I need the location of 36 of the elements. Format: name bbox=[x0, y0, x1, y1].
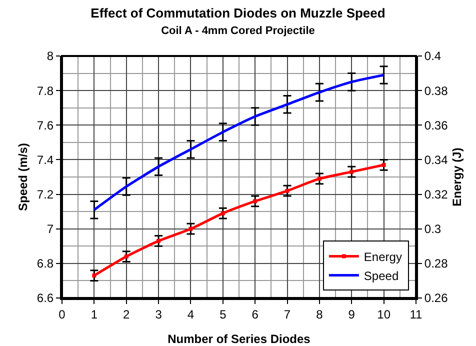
x-tick-label: 8 bbox=[316, 307, 324, 322]
y2-tick-label: 0.32 bbox=[424, 187, 448, 202]
y2-tick-label: 0.28 bbox=[424, 256, 448, 271]
y-axis-title: Speed (m/s) bbox=[16, 142, 30, 212]
x-axis-title: Number of Series Diodes bbox=[168, 332, 311, 346]
chart-subtitle: Coil A - 4mm Cored Projectile bbox=[161, 25, 315, 38]
x-tick-label: 6 bbox=[252, 307, 259, 322]
chart-title: Effect of Commutation Diodes on Muzzle Speed bbox=[90, 5, 386, 20]
y-tick-label: 7 bbox=[46, 222, 54, 236]
x-tick-label: 0 bbox=[58, 307, 66, 322]
y-tick-label: 6.8 bbox=[36, 256, 54, 271]
y-tick-label: 7.6 bbox=[36, 118, 54, 132]
x-tick-label: 11 bbox=[410, 307, 423, 322]
x-tick-label: 3 bbox=[155, 307, 162, 322]
legend-label: Speed bbox=[364, 268, 399, 283]
y-tick-label: 6.6 bbox=[36, 291, 54, 306]
line-series bbox=[92, 74, 386, 212]
y-tick-label: 7.4 bbox=[36, 152, 54, 167]
x-tick-label: 1 bbox=[90, 307, 98, 322]
x-tick-label: 9 bbox=[348, 307, 356, 322]
x-tick-label: 7 bbox=[284, 307, 291, 322]
y-tick-label: 7.8 bbox=[36, 84, 54, 98]
y-tick-label: 7.2 bbox=[36, 187, 54, 202]
y2-axis-title: Energy (J) bbox=[450, 148, 464, 206]
x-tick-label: 2 bbox=[123, 307, 130, 322]
x-tick-label: 5 bbox=[220, 307, 227, 322]
y2-tick-label: 0.4 bbox=[424, 49, 442, 64]
y2-tick-label: 0.36 bbox=[424, 118, 448, 132]
y-tick-label: 8 bbox=[46, 49, 54, 64]
x-tick-label: 10 bbox=[377, 307, 391, 322]
x-tick-label: 4 bbox=[187, 307, 194, 322]
y2-tick-label: 0.3 bbox=[424, 222, 442, 236]
y2-tick-label: 0.34 bbox=[424, 152, 448, 167]
y2-tick-label: 0.26 bbox=[424, 291, 448, 306]
y2-tick-label: 0.38 bbox=[424, 84, 448, 98]
legend-label: Energy bbox=[364, 250, 402, 264]
